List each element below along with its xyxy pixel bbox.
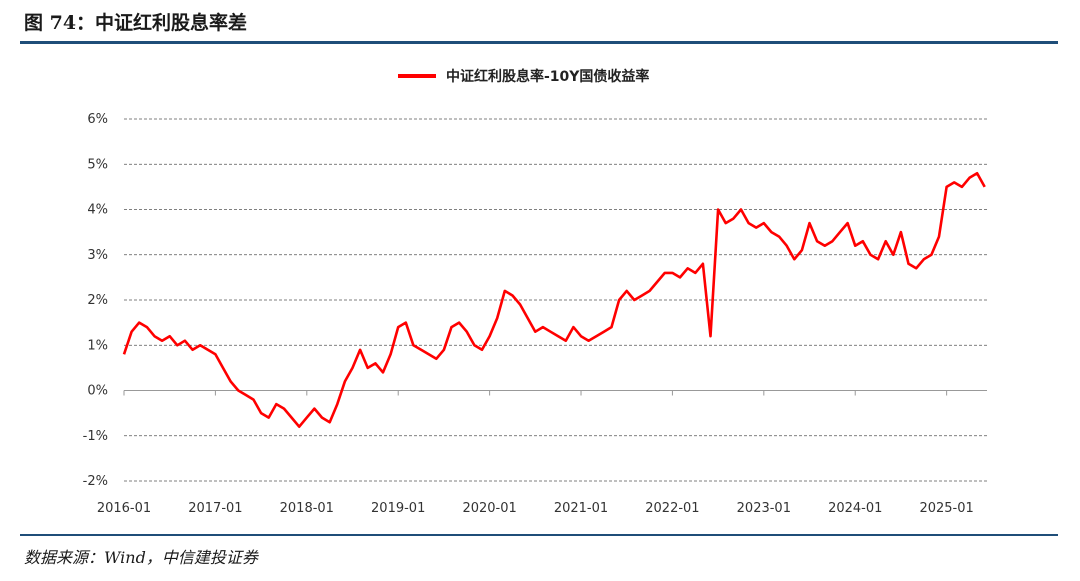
top-divider: [20, 41, 1058, 44]
bottom-divider: [20, 534, 1058, 536]
x-tick-label: 2025-01: [919, 501, 973, 516]
series-layer: [122, 172, 986, 428]
y-axis: -2% -1% 0% 1% 2% 3% 4% 5% 6%: [83, 112, 108, 489]
legend-label: 中证红利股息率-10Y国债收益率: [446, 68, 649, 85]
x-tick-label: 2020-01: [462, 501, 516, 516]
y-tick-label: 0%: [87, 384, 108, 399]
x-tick-label: 2023-01: [737, 501, 791, 516]
figure-title: 图 74：中证红利股息率差: [24, 12, 248, 34]
x-tick-label: 2019-01: [371, 501, 425, 516]
x-tick-label: 2021-01: [554, 501, 608, 516]
y-tick-label: -2%: [83, 474, 108, 489]
y-tick-label: 6%: [87, 112, 108, 127]
y-tick-label: 2%: [87, 293, 108, 308]
y-tick-label: 1%: [87, 338, 108, 353]
x-tick-label: 2016-01: [97, 501, 151, 516]
y-tick-label: 5%: [87, 157, 108, 172]
chart-legend: 中证红利股息率-10Y国债收益率: [398, 68, 649, 85]
y-tick-label: -1%: [83, 429, 108, 444]
series-line: [122, 172, 986, 428]
x-tick-label: 2024-01: [828, 501, 882, 516]
dividend-spread-chart: 中证红利股息率-10Y国债收益率 -2% -1% 0% 1% 2% 3% 4% 5% 6% 20…: [83, 68, 987, 516]
x-tick-label: 2018-01: [280, 501, 334, 516]
y-tick-label: 4%: [87, 203, 108, 218]
source-note: 数据来源：Wind，中信建投证券: [24, 548, 258, 567]
x-tick-label: 2022-01: [645, 501, 699, 516]
x-axis: 2016-01 2017-01 2018-01 2019-01 2020-01 2021-…: [97, 390, 987, 516]
chart-grid: [124, 118, 987, 482]
x-tick-label: 2017-01: [188, 501, 242, 516]
y-tick-label: 3%: [87, 248, 108, 263]
